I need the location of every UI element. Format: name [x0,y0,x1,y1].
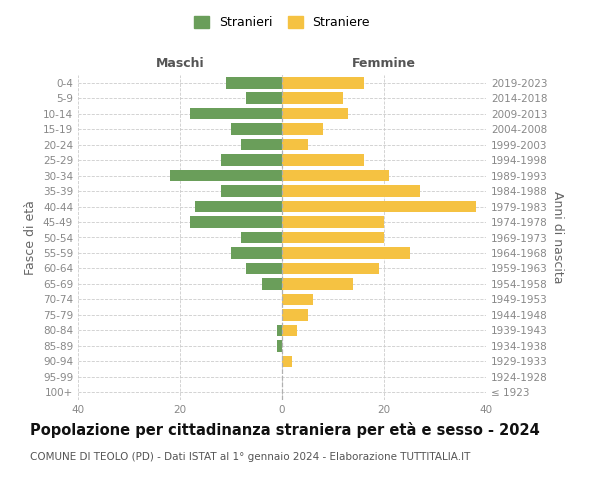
Text: COMUNE DI TEOLO (PD) - Dati ISTAT al 1° gennaio 2024 - Elaborazione TUTTITALIA.I: COMUNE DI TEOLO (PD) - Dati ISTAT al 1° … [30,452,470,462]
Bar [221,186,282,197]
Bar [241,139,282,150]
Y-axis label: Fasce di età: Fasce di età [25,200,37,275]
Text: Maschi: Maschi [155,57,205,70]
Bar [190,108,282,120]
Bar [231,124,282,135]
Legend: Stranieri, Straniere: Stranieri, Straniere [189,11,375,34]
Bar [231,247,282,259]
Bar [282,186,420,197]
Y-axis label: Anni di nascita: Anni di nascita [551,191,564,284]
Bar [282,200,476,212]
Bar [282,139,308,150]
Text: Femmine: Femmine [352,57,416,70]
Text: Popolazione per cittadinanza straniera per età e sesso - 2024: Popolazione per cittadinanza straniera p… [30,422,540,438]
Bar [282,154,364,166]
Bar [282,170,389,181]
Bar [247,262,282,274]
Bar [277,324,282,336]
Bar [282,77,364,88]
Bar [282,324,298,336]
Bar [282,294,313,305]
Bar [247,92,282,104]
Bar [170,170,282,181]
Bar [277,340,282,351]
Bar [226,77,282,88]
Bar [282,247,410,259]
Bar [221,154,282,166]
Bar [190,216,282,228]
Bar [282,124,323,135]
Bar [262,278,282,289]
Bar [282,278,353,289]
Bar [282,356,292,367]
Bar [282,232,384,243]
Bar [282,216,384,228]
Bar [196,200,282,212]
Bar [282,108,349,120]
Bar [282,262,379,274]
Bar [282,92,343,104]
Bar [241,232,282,243]
Bar [282,309,308,320]
